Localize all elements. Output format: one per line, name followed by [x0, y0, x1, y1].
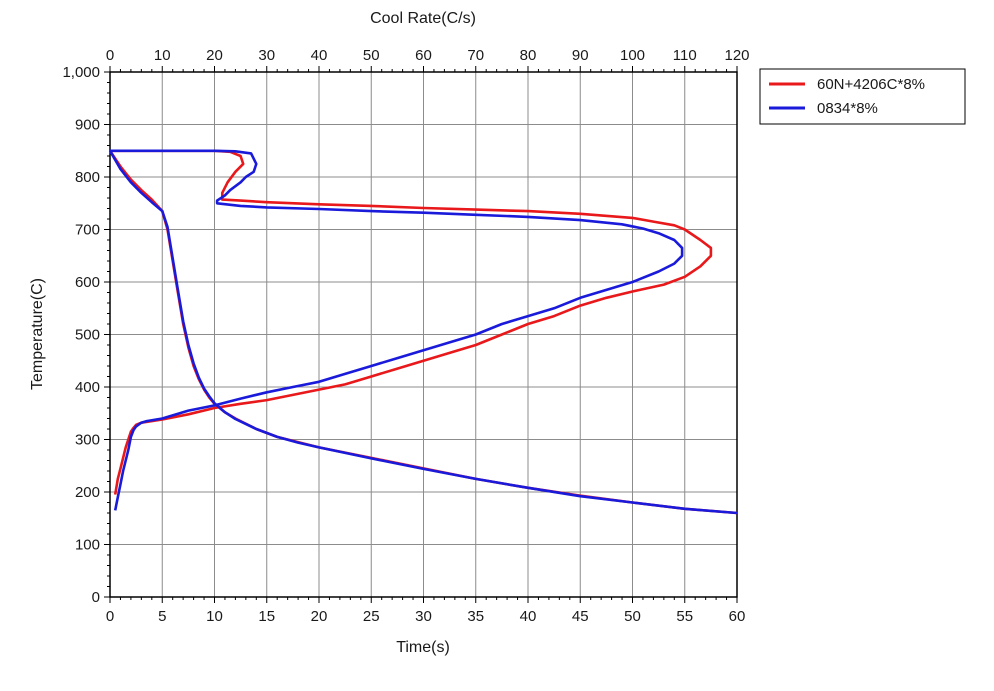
- x2-tick-label: 30: [258, 47, 275, 64]
- x2-tick-label: 60: [415, 47, 432, 64]
- y-tick-label: 300: [75, 432, 100, 449]
- series-2-time-temperature-line: [108, 150, 738, 515]
- x-tick-label: 50: [624, 608, 641, 625]
- x-tick-label: 55: [676, 608, 693, 625]
- plot-frame: [109, 71, 738, 598]
- x-tick-label: 60: [729, 608, 746, 625]
- x-tick-label: 45: [572, 608, 589, 625]
- x-tick-label: 30: [415, 608, 432, 625]
- series-2-cool-rate-line: [110, 149, 684, 511]
- x2-axis-title: Cool Rate(C/s): [370, 10, 476, 27]
- legend-label-series-1: 60N+4206C*8%: [817, 76, 925, 93]
- x-tick-label: 15: [258, 608, 275, 625]
- x2-tick-label: 50: [363, 47, 380, 64]
- y-tick-label: 0: [92, 589, 100, 606]
- x2-tick-label: 10: [154, 47, 171, 64]
- y-axis-title: Temperature(C): [29, 278, 46, 390]
- y-tick-label: 900: [75, 117, 100, 134]
- x-tick-label: 0: [106, 608, 114, 625]
- legend-box: [759, 68, 966, 125]
- x2-tick-label: 80: [520, 47, 537, 64]
- y-tick-label: 600: [75, 274, 100, 291]
- legend-label-series-2: 0834*8%: [817, 100, 878, 117]
- y-tick-label: 800: [75, 169, 100, 186]
- x2-tick-label: 110: [673, 47, 697, 64]
- x2-tick-label: 90: [572, 47, 589, 64]
- y-tick-label: 400: [75, 379, 100, 396]
- x-tick-label: 25: [363, 608, 380, 625]
- x2-tick-label: 70: [467, 47, 484, 64]
- x-tick-label: 10: [206, 608, 223, 625]
- x-tick-label: 40: [520, 608, 537, 625]
- x2-tick-label: 120: [724, 47, 749, 64]
- x2-tick-label: 40: [311, 47, 328, 64]
- y-tick-label: 500: [75, 327, 100, 344]
- x-axis-title: Time(s): [396, 639, 450, 656]
- tick-labels: 0 5 10 15 20 25 30 35 40 45 50 55 600 10 20 30 40 50 60 70 8…: [62, 47, 749, 625]
- y-tick-label: 100: [75, 537, 100, 554]
- x-tick-label: 20: [311, 608, 328, 625]
- series-group: [108, 149, 738, 515]
- x-tick-label: 5: [158, 608, 166, 625]
- x2-tick-label: 20: [206, 47, 223, 64]
- legend: 60N+4206C*8% 0834*8%: [759, 68, 966, 125]
- x-tick-label: 35: [467, 608, 484, 625]
- x2-tick-label: 100: [620, 47, 645, 64]
- y-tick-label: 700: [75, 222, 100, 239]
- x2-tick-label: 0: [106, 47, 114, 64]
- y-tick-label: 1,000: [62, 64, 100, 81]
- y-tick-label: 200: [75, 484, 100, 501]
